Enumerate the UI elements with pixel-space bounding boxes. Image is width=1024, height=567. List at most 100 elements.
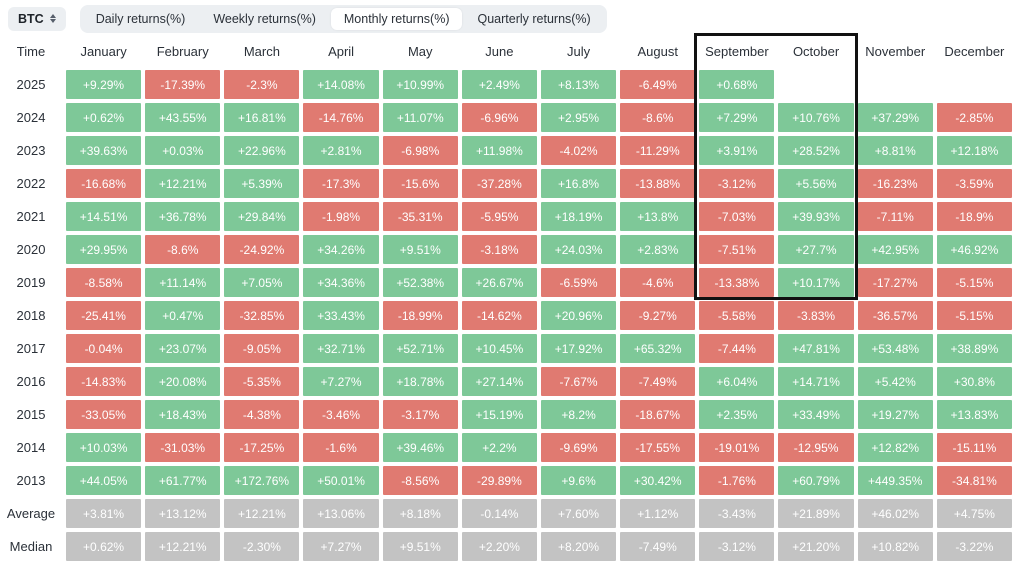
return-cell: -35.31% (382, 202, 458, 231)
row-label-2019: 2019 (16, 275, 46, 290)
return-cell: -1.76% (699, 466, 775, 495)
return-cell: -0.14% (461, 499, 537, 528)
return-cell: -33.05% (66, 400, 142, 429)
return-cell: -16.68% (66, 169, 142, 198)
return-cell: +19.27% (857, 400, 933, 429)
return-cell: -6.96% (461, 103, 537, 132)
tab-daily-returns[interactable]: Daily returns(%) (95, 11, 186, 26)
return-cell: +11.98% (461, 136, 537, 165)
return-cell: +18.78% (382, 367, 458, 396)
return-cell: -4.38% (224, 400, 300, 429)
row-label-2025: 2025 (16, 77, 46, 92)
return-cell: +29.95% (66, 235, 142, 264)
return-cell: +16.8% (540, 169, 617, 198)
return-cell: +33.49% (778, 400, 854, 429)
return-cell: -7.67% (540, 367, 617, 396)
return-cell: +34.36% (303, 268, 379, 297)
return-cell: -2.3% (224, 70, 300, 99)
row-label-2016: 2016 (16, 374, 46, 389)
row-label-2023: 2023 (16, 143, 46, 158)
return-cell: +50.01% (303, 466, 379, 495)
return-cell: -34.81% (936, 466, 1012, 495)
return-cell: -19.01% (699, 433, 775, 462)
return-cell: -8.56% (382, 466, 458, 495)
return-cell: -4.02% (540, 136, 617, 165)
return-cell: +36.78% (145, 202, 221, 231)
return-cell: +10.82% (857, 532, 933, 561)
return-cell: -16.23% (857, 169, 933, 198)
return-cell: +4.75% (936, 499, 1012, 528)
tab-monthly-returns[interactable]: Monthly returns(%) (330, 7, 463, 30)
return-cell: -7.49% (620, 532, 696, 561)
return-cell: +43.55% (145, 103, 221, 132)
tab-quarterly-returns[interactable]: Quarterly returns(%) (477, 11, 591, 26)
return-cell: -18.9% (936, 202, 1012, 231)
return-cell: +0.68% (699, 70, 775, 99)
return-cell: -7.11% (857, 202, 933, 231)
return-cell: +10.99% (382, 70, 458, 99)
return-cell (858, 70, 933, 99)
return-cell: +0.62% (66, 103, 142, 132)
return-cell: +12.18% (936, 136, 1012, 165)
return-cell: +44.05% (66, 466, 142, 495)
return-cell: -18.67% (620, 400, 696, 429)
return-cell: +8.81% (857, 136, 933, 165)
return-cell: +2.83% (620, 235, 696, 264)
return-cell: -1.6% (303, 433, 379, 462)
column-header-december: December (944, 43, 1005, 59)
return-cell: +2.2% (461, 433, 537, 462)
return-cell: +46.92% (936, 235, 1012, 264)
return-cell: +9.51% (382, 235, 458, 264)
return-cell: +2.95% (540, 103, 617, 132)
return-cell: +46.02% (857, 499, 933, 528)
return-cell: +8.13% (540, 70, 617, 99)
return-cell: -12.95% (778, 433, 854, 462)
row-label-2021: 2021 (16, 209, 46, 224)
return-cell: +3.81% (66, 499, 142, 528)
return-cell: +0.62% (66, 532, 142, 561)
return-cell: +5.39% (224, 169, 300, 198)
return-cell: +10.03% (66, 433, 142, 462)
return-cell: -17.3% (303, 169, 379, 198)
return-cell: +18.19% (540, 202, 617, 231)
return-cell: -3.18% (461, 235, 537, 264)
tabs: Daily returns(%) Weekly returns(%) Monthly… (79, 4, 607, 33)
return-cell: +33.43% (303, 301, 379, 330)
return-cell: -7.03% (699, 202, 775, 231)
return-cell: -14.76% (303, 103, 379, 132)
return-cell: -13.38% (699, 268, 775, 297)
return-cell: +16.81% (224, 103, 300, 132)
return-cell: -2.85% (936, 103, 1012, 132)
return-cell: +6.04% (699, 367, 775, 396)
return-cell: -8.6% (145, 235, 221, 264)
return-cell (937, 70, 1012, 99)
return-cell: +24.03% (540, 235, 617, 264)
return-cell: +60.79% (778, 466, 854, 495)
return-cell: -5.15% (936, 301, 1012, 330)
return-cell: +11.07% (382, 103, 458, 132)
return-cell: -6.59% (540, 268, 617, 297)
row-label-median: Median (9, 539, 53, 554)
sort-arrows-icon (49, 14, 56, 23)
return-cell: -1.98% (303, 202, 379, 231)
return-cell: -5.35% (224, 367, 300, 396)
return-cell: -13.88% (620, 169, 696, 198)
return-cell: +37.29% (857, 103, 933, 132)
return-cell: -3.12% (699, 532, 775, 561)
return-cell: -9.05% (224, 334, 300, 363)
symbol-selector[interactable]: BTC (8, 6, 66, 31)
return-cell: +13.83% (936, 400, 1012, 429)
return-cell: +14.08% (303, 70, 379, 99)
return-cell: +10.45% (461, 334, 537, 363)
row-label-average: Average (6, 506, 56, 521)
return-cell: +1.12% (620, 499, 696, 528)
return-cell: +11.14% (145, 268, 221, 297)
toolbar: BTC Daily returns(%) Weekly returns(%) Mon… (0, 0, 1024, 36)
return-cell: -3.17% (382, 400, 458, 429)
return-cell: +13.12% (145, 499, 221, 528)
return-cell: -29.89% (461, 466, 537, 495)
tab-weekly-returns[interactable]: Weekly returns(%) (213, 11, 316, 26)
return-cell: -3.59% (936, 169, 1012, 198)
return-cell: -5.58% (699, 301, 775, 330)
return-cell: +27.14% (461, 367, 537, 396)
